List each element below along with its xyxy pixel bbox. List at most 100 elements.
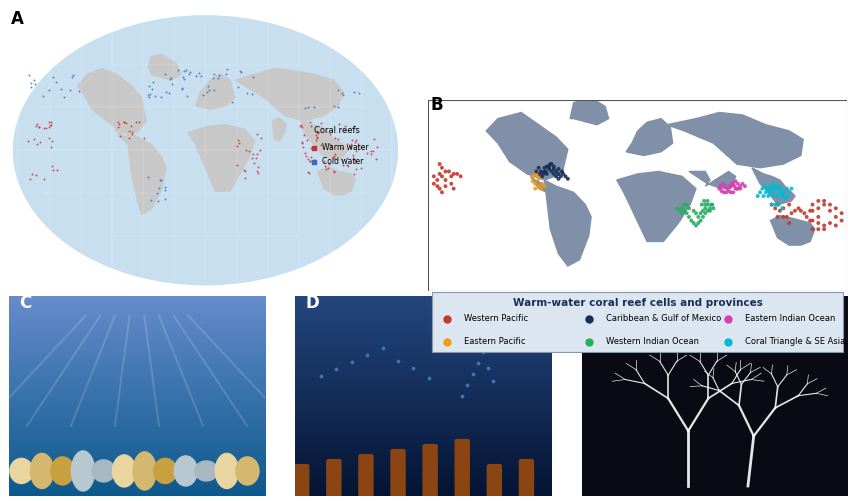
Point xyxy=(551,175,565,183)
Point xyxy=(486,377,500,385)
Polygon shape xyxy=(486,113,568,180)
Point xyxy=(540,170,554,178)
Point xyxy=(26,169,39,177)
Point xyxy=(811,204,825,212)
Point xyxy=(728,177,742,185)
Point xyxy=(158,195,172,203)
Point xyxy=(28,80,42,88)
Point xyxy=(535,172,549,180)
Point xyxy=(731,180,745,188)
Point xyxy=(703,204,716,212)
Point xyxy=(321,164,335,172)
Point xyxy=(455,392,469,400)
Point xyxy=(776,188,790,196)
Point xyxy=(196,91,210,99)
Point xyxy=(349,165,363,173)
Polygon shape xyxy=(318,167,355,195)
Point xyxy=(561,175,574,183)
Point xyxy=(811,213,825,221)
Point xyxy=(194,72,208,80)
Point xyxy=(65,73,79,81)
Ellipse shape xyxy=(71,451,94,491)
Point xyxy=(146,78,160,86)
Point xyxy=(734,185,747,193)
Polygon shape xyxy=(302,121,348,160)
Point xyxy=(444,172,458,180)
Point xyxy=(165,80,179,88)
Point xyxy=(230,160,244,168)
Point xyxy=(334,155,348,163)
Point xyxy=(682,204,696,212)
Point xyxy=(701,197,715,205)
Point xyxy=(30,120,44,128)
Point xyxy=(307,156,321,164)
Point xyxy=(530,167,544,175)
Point xyxy=(782,188,796,196)
Point xyxy=(427,172,441,180)
Point xyxy=(757,192,770,200)
Point xyxy=(66,72,80,80)
Point xyxy=(212,71,226,79)
Point xyxy=(338,122,352,130)
Point xyxy=(461,381,474,389)
Point xyxy=(544,167,558,175)
Point xyxy=(141,91,155,99)
Point xyxy=(348,155,361,163)
Point xyxy=(306,103,320,111)
Point xyxy=(444,180,458,188)
Point xyxy=(547,170,561,178)
Polygon shape xyxy=(531,176,550,192)
Point xyxy=(769,204,782,212)
Text: Coral Triangle & SE Asia: Coral Triangle & SE Asia xyxy=(745,338,845,346)
Point xyxy=(314,372,328,380)
Point xyxy=(343,143,357,151)
Point xyxy=(753,188,767,196)
Point xyxy=(534,167,548,175)
Point xyxy=(27,135,41,143)
Point xyxy=(360,149,374,157)
Point xyxy=(716,180,729,188)
Point xyxy=(207,70,221,78)
Point xyxy=(159,88,173,96)
FancyBboxPatch shape xyxy=(455,439,470,498)
Point xyxy=(698,200,712,208)
FancyBboxPatch shape xyxy=(359,454,374,498)
Point xyxy=(367,135,381,143)
Point xyxy=(544,160,558,168)
Point xyxy=(246,73,259,81)
Point xyxy=(45,118,58,126)
Point xyxy=(349,136,363,144)
Point xyxy=(689,221,703,229)
Point xyxy=(782,219,796,227)
Point xyxy=(142,82,156,90)
Point xyxy=(153,176,167,184)
Point xyxy=(431,176,444,184)
Point xyxy=(158,183,171,191)
Point xyxy=(782,200,796,208)
Point xyxy=(230,141,244,149)
Point xyxy=(715,187,728,195)
Point xyxy=(770,200,784,208)
Point xyxy=(756,185,770,193)
Point xyxy=(670,204,684,212)
Point xyxy=(331,135,345,143)
Point xyxy=(219,70,233,78)
Point xyxy=(770,213,784,221)
Point xyxy=(785,209,799,217)
Point xyxy=(677,200,691,208)
Point xyxy=(692,213,705,221)
Point xyxy=(721,315,734,323)
Point xyxy=(296,143,310,151)
Point xyxy=(207,86,221,94)
Point xyxy=(435,164,449,172)
Point xyxy=(770,192,784,200)
Point xyxy=(538,167,551,175)
Point xyxy=(122,134,136,142)
Point xyxy=(29,171,43,179)
Point xyxy=(117,118,131,126)
Point xyxy=(294,121,308,129)
Point xyxy=(724,188,738,196)
Point xyxy=(528,180,542,188)
Point xyxy=(336,161,350,169)
Point xyxy=(234,68,247,76)
